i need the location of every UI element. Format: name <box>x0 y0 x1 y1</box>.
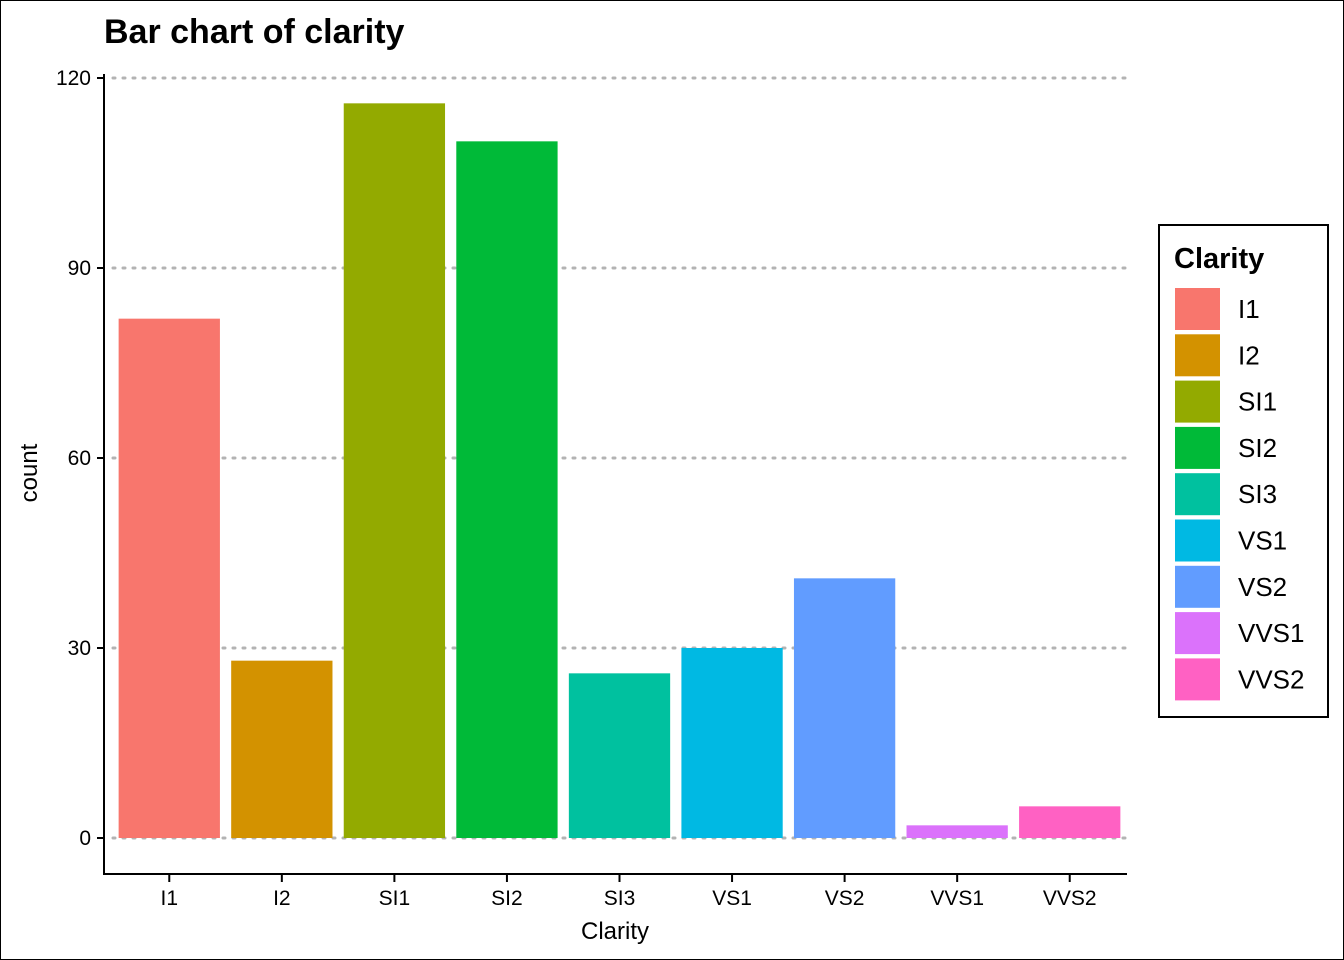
x-tick-label: VVS2 <box>1043 887 1097 910</box>
legend-label: SI3 <box>1238 479 1277 509</box>
legend-key-si2 <box>1175 426 1220 469</box>
y-tick-label: 90 <box>68 257 91 280</box>
bars <box>118 103 1121 839</box>
x-tick-label: I1 <box>161 887 179 910</box>
y-tick-label: 60 <box>68 447 91 470</box>
x-tick-label: VS1 <box>712 887 752 910</box>
bar-vvs1 <box>906 825 1008 838</box>
bar-vvs2 <box>1019 806 1121 838</box>
legend-label: I1 <box>1238 294 1260 324</box>
x-tick-label: SI3 <box>604 887 636 910</box>
x-tick-label: I2 <box>273 887 291 910</box>
legend-label: VS1 <box>1238 526 1287 556</box>
legend-key-i2 <box>1175 334 1220 377</box>
bar-si1 <box>343 103 446 839</box>
y-axis-label: count <box>16 443 43 502</box>
x-tick-label: SI1 <box>379 887 411 910</box>
legend-key-vvs1 <box>1175 612 1220 655</box>
legend-key-si1 <box>1175 380 1220 423</box>
axes <box>103 74 1127 875</box>
legend-key-si3 <box>1175 473 1220 516</box>
y-tick-label: 0 <box>79 827 91 850</box>
y-tick-label: 120 <box>56 67 91 90</box>
legend-label: SI2 <box>1238 433 1277 463</box>
x-ticks: I1 I2 SI1 SI2 SI3 VS1 VS2 VVS1 VVS2 <box>161 875 1097 910</box>
x-axis-label: Clarity <box>581 918 649 945</box>
legend-label: VVS1 <box>1238 618 1305 648</box>
legend-key-vvs2 <box>1175 658 1220 701</box>
legend-title: Clarity <box>1174 243 1264 275</box>
bar-si2 <box>456 141 558 839</box>
legend-label: SI1 <box>1238 387 1277 417</box>
bar-vs1 <box>681 648 783 838</box>
bar-i2 <box>231 660 333 838</box>
legend-key-vs1 <box>1175 519 1220 562</box>
bar-i1 <box>118 318 220 839</box>
legend-items: I1 I2 SI1 SI2 SI3 VS1 VS2 VVS1 VVS2 <box>1175 288 1305 701</box>
x-tick-label: VVS1 <box>930 887 984 910</box>
legend-key-i1 <box>1175 288 1220 330</box>
legend-key-vs2 <box>1175 565 1220 608</box>
y-ticks: 0 30 60 90 120 <box>56 67 104 850</box>
bar-si3 <box>568 673 671 838</box>
x-tick-label: VS2 <box>825 887 865 910</box>
bar-vs2 <box>793 578 896 838</box>
y-tick-label: 30 <box>68 637 91 660</box>
legend-label: I2 <box>1238 340 1260 370</box>
legend-label: VS2 <box>1238 572 1287 602</box>
chart-title: Bar chart of clarity <box>104 13 405 51</box>
x-tick-label: SI2 <box>491 887 523 910</box>
legend-label: VVS2 <box>1238 664 1305 694</box>
legend: Clarity I1 I2 SI1 SI2 SI3 VS1 VS2 VVS1 VVS2 <box>1158 224 1329 718</box>
